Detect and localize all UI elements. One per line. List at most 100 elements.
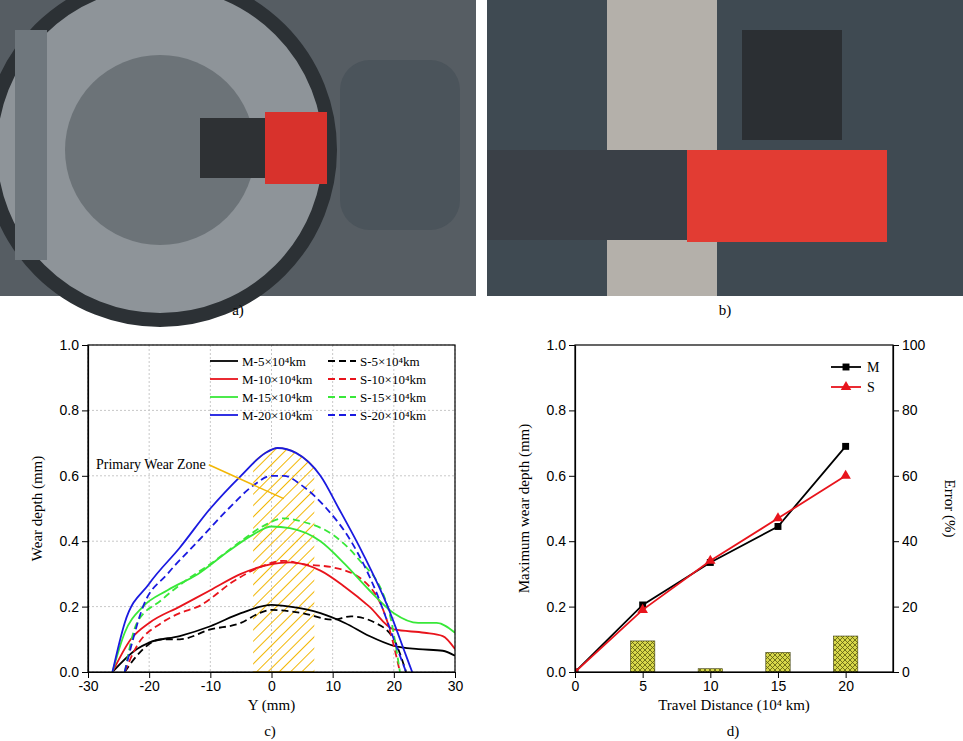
panel-label: c) — [264, 723, 276, 740]
y-axis: 0.0 0.2 0.4 0.6 0.8 1.0 — [547, 337, 576, 680]
y-axis-tick-mark — [82, 476, 88, 477]
y-axis-line — [575, 346, 576, 673]
annotation-leader — [209, 465, 284, 499]
photo-axle — [487, 150, 692, 240]
x-axis-tick-label: -30 — [78, 678, 98, 694]
photo — [0, 0, 476, 320]
series-marker — [773, 512, 784, 521]
series-marker — [775, 523, 782, 530]
x-axis-tick: 20 — [838, 672, 854, 694]
photo-gearbox — [340, 60, 460, 230]
legend-swatch — [328, 360, 356, 362]
series-line — [125, 561, 400, 672]
x-axis-tick: 30 — [448, 672, 464, 694]
chart-d: 0 5 10 15 20 0.0 0.2 0.4 0.6 0.8 1.0 0 20 40 60 80 100 Tr… — [516, 337, 958, 714]
x-axis-tick: -10 — [201, 672, 221, 694]
y-axis-line — [88, 346, 89, 673]
x-axis-tick-label: 20 — [387, 678, 403, 694]
panel-label: a) — [232, 302, 244, 319]
y-axis-tick-label: 0.4 — [547, 533, 567, 549]
y-axis-tick-mark — [569, 410, 575, 411]
y-axis-tick-mark — [82, 607, 88, 608]
x-axis-tick-label: 20 — [838, 678, 854, 694]
y-axis-tick-mark — [82, 410, 88, 411]
panel-label: d) — [727, 723, 740, 740]
y2-axis-tick-label: 20 — [902, 599, 918, 615]
plot-area — [112, 448, 455, 672]
y-axis-tick: 0.2 — [60, 599, 88, 615]
legend-swatch — [210, 396, 238, 398]
series-marker — [705, 555, 716, 564]
y2-axis-tick-mark — [893, 345, 899, 346]
series-marker — [637, 604, 648, 613]
y2-axis-tick: 0 — [893, 664, 910, 680]
error-bar — [833, 636, 857, 672]
x-axis-tick-label: 0 — [268, 678, 276, 694]
y2-axis-tick-mark — [893, 410, 899, 411]
y-axis-tick-label: 0.2 — [60, 599, 80, 615]
y-axis-tick-label: 0.8 — [60, 402, 80, 418]
y-axis-tick: 0.6 — [60, 468, 88, 484]
y-axis-tick: 0.0 — [60, 664, 88, 680]
legend-label: S-10×10⁴km — [360, 372, 426, 387]
y-axis-tick: 0.4 — [60, 533, 88, 549]
legend-marker — [841, 381, 852, 390]
y-axis-tick: 0.6 — [547, 468, 575, 484]
y2-axis-tick: 40 — [893, 533, 918, 549]
y2-axis-tick-label: 80 — [902, 402, 918, 418]
y2-axis-title: Error (%) — [941, 480, 958, 538]
photo-tool — [687, 150, 887, 242]
legend-swatch — [328, 378, 356, 380]
x-axis-tick: -30 — [78, 672, 98, 694]
y-axis-tick: 1.0 — [547, 337, 575, 353]
y2-axis-tick-label: 40 — [902, 533, 918, 549]
y-axis-tick: 0.8 — [547, 402, 575, 418]
photo-grille — [742, 30, 842, 140]
legend-label: M-10×10⁴km — [242, 372, 312, 387]
y-axis-tick-mark — [569, 541, 575, 542]
x-axis-tick-label: 10 — [325, 678, 341, 694]
x-axis-tick: 10 — [325, 672, 341, 694]
y-axis-tick-mark — [569, 607, 575, 608]
x-axis-tick-label: 15 — [771, 678, 787, 694]
photo-tool — [265, 112, 327, 184]
legend-swatch — [210, 378, 238, 380]
y-axis-tick-label: 0.8 — [547, 402, 567, 418]
x-axis: 05101520 — [572, 672, 894, 694]
y2-axis-line — [893, 346, 894, 673]
photo-background — [487, 0, 963, 296]
legend-label: M-15×10⁴km — [242, 390, 312, 405]
y-axis-tick-label: 0.2 — [547, 599, 567, 615]
y-axis-tick-label: 1.0 — [60, 337, 80, 353]
annotation-zone — [253, 448, 314, 672]
y-axis-tick: 0.8 — [60, 402, 88, 418]
panel-label: b) — [719, 302, 732, 319]
y-axis-tick-label: 0.4 — [60, 533, 80, 549]
y-axis-tick-mark — [569, 476, 575, 477]
y-axis: 0.0 0.2 0.4 0.6 0.8 1.0 — [60, 337, 89, 680]
legend: M-5×10⁴kmS-5×10⁴kmM-10×10⁴kmS-10×10⁴kmM-… — [210, 354, 426, 423]
x-axis-tick: 20 — [387, 672, 403, 694]
legend-label: M — [867, 360, 880, 375]
legend-label: S — [867, 380, 875, 395]
series-line — [112, 448, 412, 672]
y-axis-tick-mark — [569, 672, 575, 673]
x-axis-tick-label: 10 — [703, 678, 719, 694]
x-axis-tick-label: 5 — [639, 678, 647, 694]
y2-axis-tick-label: 60 — [902, 468, 918, 484]
y2-axis-tick-mark — [893, 607, 899, 608]
legend-marker — [843, 364, 850, 371]
legend-swatch — [210, 414, 238, 416]
x-axis-tick: 10 — [703, 672, 719, 694]
y2-axis-tick-mark — [893, 672, 899, 673]
y-axis-tick: 0.0 — [547, 664, 575, 680]
y-axis-tick-mark — [82, 672, 88, 673]
x-axis: -30-20-100102030 — [78, 672, 463, 694]
photo-damper — [15, 30, 47, 260]
y2-axis: 0 20 40 60 80 100 — [893, 337, 926, 680]
y2-axis-tick-mark — [893, 541, 899, 542]
legend-swatch — [210, 360, 238, 362]
x-axis-title: Travel Distance (10⁴ km) — [658, 697, 810, 714]
series-marker — [842, 443, 849, 450]
y2-axis-tick-label: 100 — [902, 337, 926, 353]
